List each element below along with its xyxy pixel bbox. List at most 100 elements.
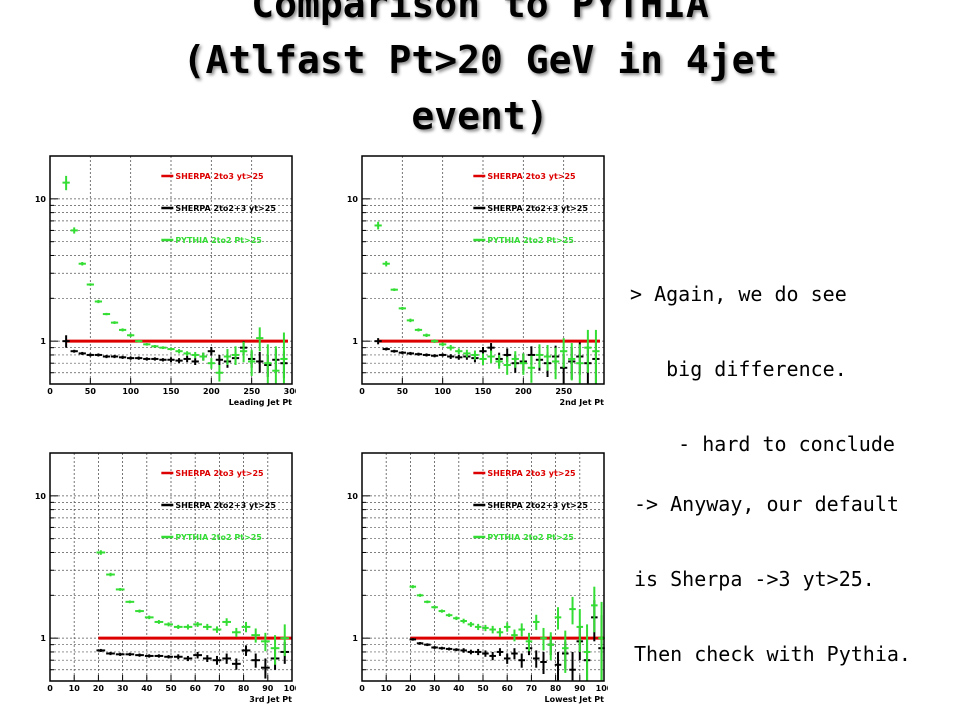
series-2 (409, 585, 605, 681)
y-tick-label: 1 (352, 337, 358, 346)
data-point (519, 353, 527, 375)
data-point (482, 624, 489, 632)
data-point (231, 627, 241, 637)
data-point (511, 351, 519, 368)
y-tick-label: 1 (40, 634, 46, 643)
data-point (231, 346, 240, 365)
data-point (431, 646, 438, 649)
data-point (183, 655, 193, 662)
x-tick-label: 50 (165, 684, 177, 693)
data-point (576, 344, 584, 384)
data-point (562, 630, 569, 673)
slide-title: Comparison to PYTHIA (Atlfast Pt>20 GeV … (0, 0, 960, 144)
plot-frame (361, 155, 605, 385)
data-point (151, 344, 159, 348)
x-tick-label: 50 (397, 387, 409, 396)
data-point (382, 347, 390, 351)
data-point (398, 351, 406, 355)
data-point (540, 651, 547, 674)
data-point (144, 615, 154, 620)
data-point (568, 343, 576, 381)
plot-leading-jet-pt: 0 50 100 150 200 250 300 1 10 SHERPA 2to3 yt>25 SH… (10, 150, 296, 408)
legend-label: SHERPA 2to2+3 yt>25 (487, 204, 588, 213)
x-tick-label: 200 (515, 387, 532, 396)
x-axis-label: Lowest Jet Pt (545, 695, 605, 704)
note-again-line-1: > Again, we do see (630, 282, 847, 306)
x-tick-label: 30 (429, 684, 441, 693)
legend-label: SHERPA 2to3 yt>25 (487, 469, 576, 478)
data-point (527, 355, 536, 383)
data-point (135, 653, 144, 657)
data-point (183, 624, 193, 630)
data-point (193, 651, 202, 659)
x-tick-label: 30 (117, 684, 129, 693)
data-point (135, 356, 143, 360)
data-point (167, 357, 175, 363)
plot-frame (49, 452, 293, 682)
data-point (438, 609, 446, 613)
data-point (223, 349, 232, 365)
x-axis-label: Leading Jet Pt (229, 398, 292, 407)
data-point (202, 623, 212, 631)
data-point (118, 355, 127, 359)
data-point (554, 607, 562, 630)
data-point (135, 609, 144, 613)
data-point (416, 641, 424, 645)
x-tick-label: 20 (93, 684, 105, 693)
data-point (173, 624, 183, 629)
data-point (251, 628, 261, 643)
data-point (467, 649, 475, 655)
y-tick-label: 10 (35, 195, 47, 204)
title-line-1: Comparison to PYTHIA (251, 0, 709, 26)
x-tick-label: 40 (141, 684, 153, 693)
data-point (86, 353, 94, 357)
data-point (173, 654, 183, 660)
data-point (398, 306, 406, 310)
data-point (511, 648, 518, 660)
data-point (535, 344, 544, 368)
legend-entry: PYTHIA 2to2 Pt>25 (473, 236, 574, 245)
data-point (447, 354, 455, 359)
data-point (125, 652, 135, 656)
legend-entry: PYTHIA 2to2 Pt>25 (161, 533, 262, 542)
data-point (175, 358, 183, 364)
data-point (193, 621, 202, 627)
data-point (135, 339, 143, 343)
data-point (439, 353, 447, 357)
data-point (374, 221, 382, 230)
data-point (551, 347, 560, 380)
data-point (207, 358, 215, 369)
data-point (453, 648, 460, 652)
data-point (406, 318, 415, 323)
data-point (382, 261, 390, 267)
data-point (256, 351, 264, 373)
data-point (518, 623, 525, 637)
legend-label: SHERPA 2to3 yt>25 (175, 469, 264, 478)
data-point (471, 350, 479, 360)
chart-svg: 0 50 100 150 200 250 300 1 10 SHERPA 2to3 yt>25 SH… (35, 155, 296, 407)
x-tick-label: 10 (69, 684, 81, 693)
data-point (144, 654, 154, 658)
y-tick-label: 10 (347, 492, 359, 501)
x-tick-label: 50 (85, 387, 97, 396)
data-point (569, 651, 576, 681)
legend-label: PYTHIA 2to2 Pt>25 (487, 533, 574, 542)
data-point (489, 625, 496, 634)
legend-entry: SHERPA 2to3 yt>25 (473, 172, 576, 181)
data-point (554, 651, 562, 681)
chart-svg: 0102030405060708090100110SHERPA 2to3 yt>… (35, 452, 296, 704)
data-point (215, 364, 224, 382)
data-point (143, 343, 151, 346)
data-point (261, 658, 270, 679)
legend-entry: SHERPA 2to2+3 yt>25 (473, 501, 588, 510)
data-point (270, 635, 280, 665)
data-point (460, 618, 467, 624)
data-point (256, 327, 264, 352)
data-point (248, 349, 256, 376)
x-tick-label: 0 (47, 684, 53, 693)
data-point (455, 354, 463, 360)
data-point (431, 605, 438, 609)
data-point (390, 349, 398, 353)
note-again-line-2: big difference. (630, 357, 847, 381)
data-point (569, 596, 576, 625)
